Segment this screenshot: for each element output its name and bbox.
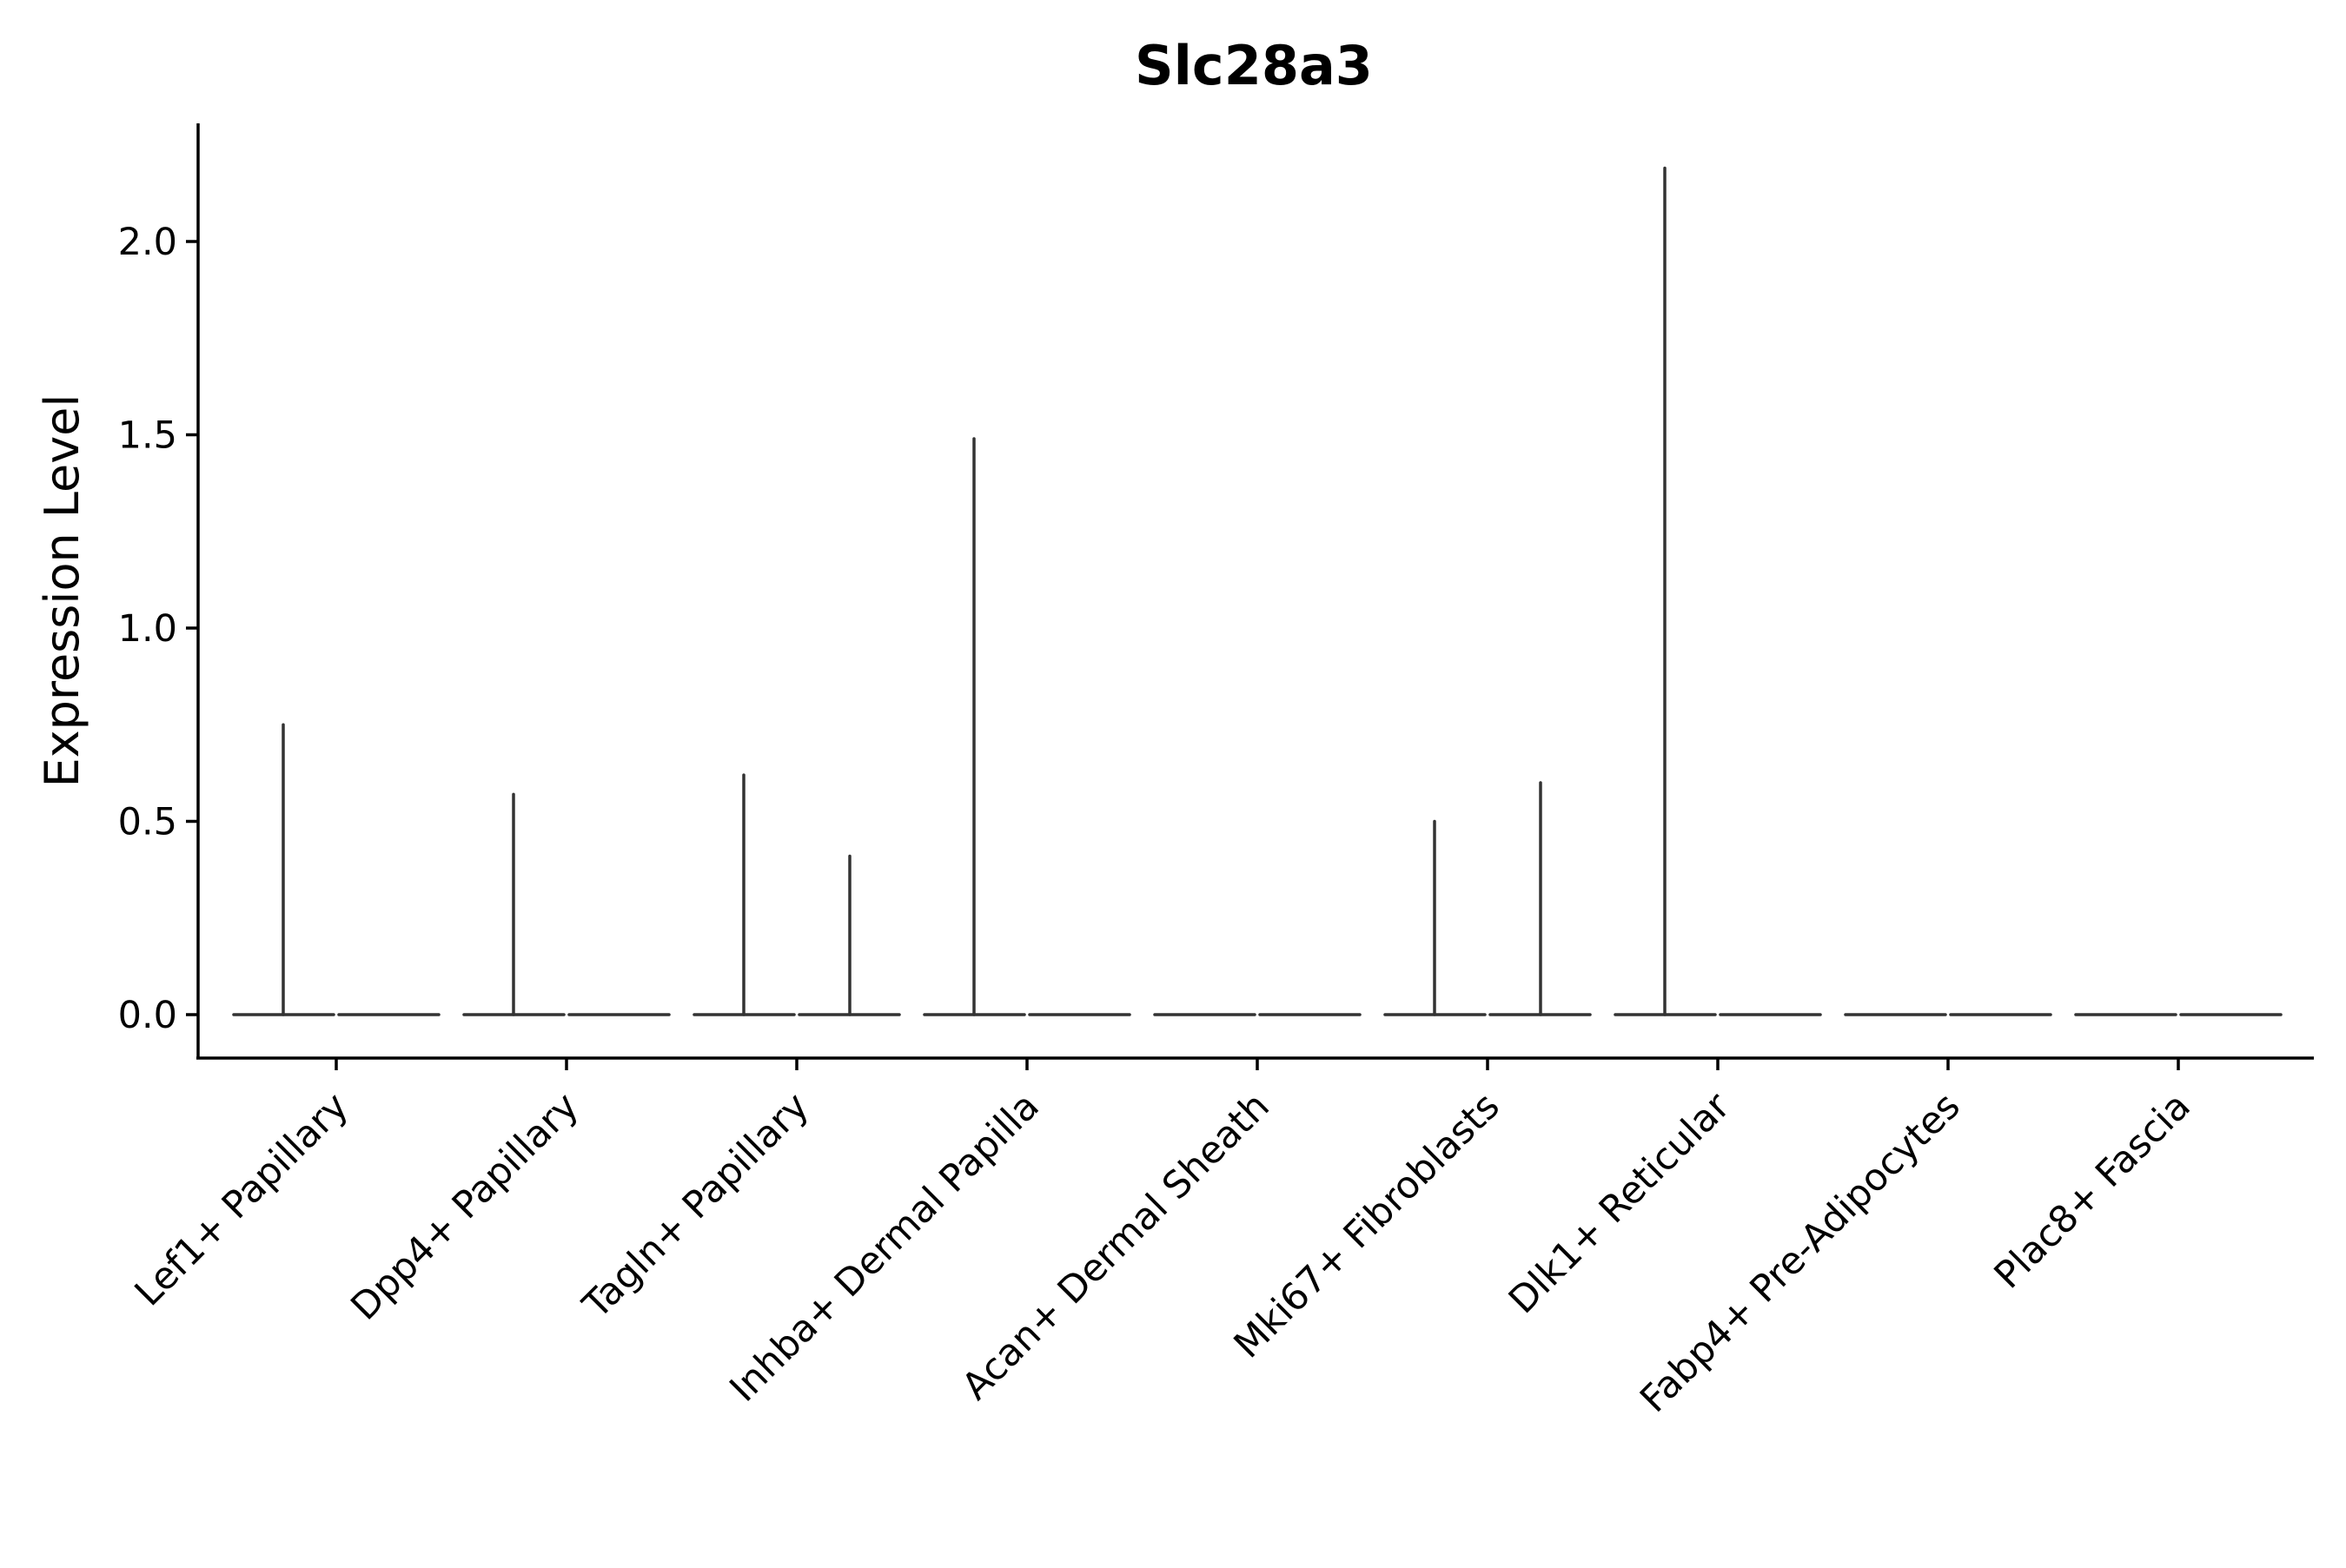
y-axis-ticks: 0.0 0.5 1.0 1.5 2.0 — [118, 221, 198, 1037]
y-tick-label: 1.0 — [118, 607, 177, 651]
y-tick-label: 0.5 — [118, 801, 177, 844]
y-axis-label: Expression Level — [35, 394, 89, 788]
chart-title: Slc28a3 — [1135, 34, 1373, 97]
y-tick-label: 0.0 — [118, 994, 177, 1037]
x-tick-label: Lef1+ Papillary — [127, 1084, 357, 1314]
y-tick-label: 1.5 — [118, 414, 177, 458]
violin-group — [232, 166, 2283, 1016]
x-tick-label: Tagln+ Papillary — [574, 1084, 818, 1327]
x-tick-label: Dpp4+ Papillary — [343, 1084, 587, 1328]
x-tick-label: Mki67+ Fibroblasts — [1226, 1084, 1508, 1366]
x-tick-label: Dlk1+ Reticular — [1501, 1084, 1739, 1322]
x-tick-label: Plac8+ Fascia — [1986, 1084, 2199, 1297]
y-tick-label: 2.0 — [118, 221, 177, 264]
